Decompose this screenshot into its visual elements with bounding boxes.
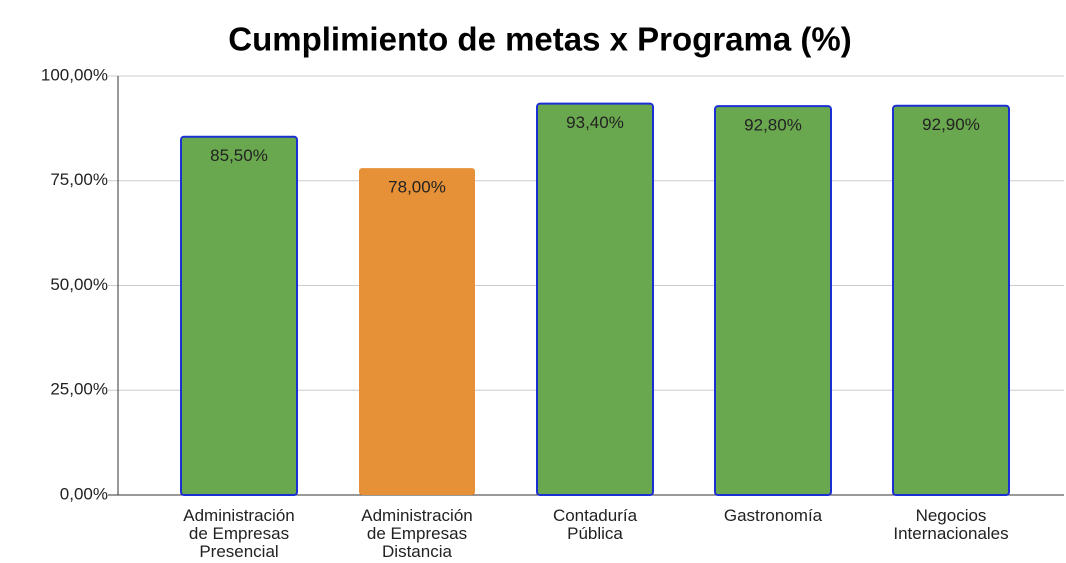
y-tick-label: 0,00%	[60, 484, 108, 503]
y-tick-label: 50,00%	[50, 275, 108, 294]
bar	[180, 135, 298, 496]
value-label: 93,40%	[566, 113, 624, 132]
y-tick-label: 25,00%	[50, 380, 108, 399]
bar	[536, 102, 654, 497]
value-label: 78,00%	[388, 178, 446, 197]
y-tick-label: 100,00%	[41, 65, 108, 84]
bar	[714, 105, 832, 496]
x-tick-label: Negocios Internacionales	[893, 506, 1008, 543]
bar	[892, 104, 1010, 497]
x-tick-label: Contaduría Pública	[553, 506, 638, 543]
value-label: 92,90%	[922, 115, 980, 134]
value-label: 92,80%	[744, 116, 802, 135]
x-tick-label: Gastronomía	[724, 506, 823, 525]
value-label: 85,50%	[210, 146, 268, 165]
bar	[359, 168, 475, 495]
y-tick-label: 75,00%	[50, 170, 108, 189]
x-tick-label: Administración de Empresas Distancia	[361, 506, 473, 561]
chart-title: Cumplimiento de metas x Programa (%)	[228, 21, 851, 58]
x-tick-label: Administración de Empresas Presencial	[183, 506, 295, 561]
